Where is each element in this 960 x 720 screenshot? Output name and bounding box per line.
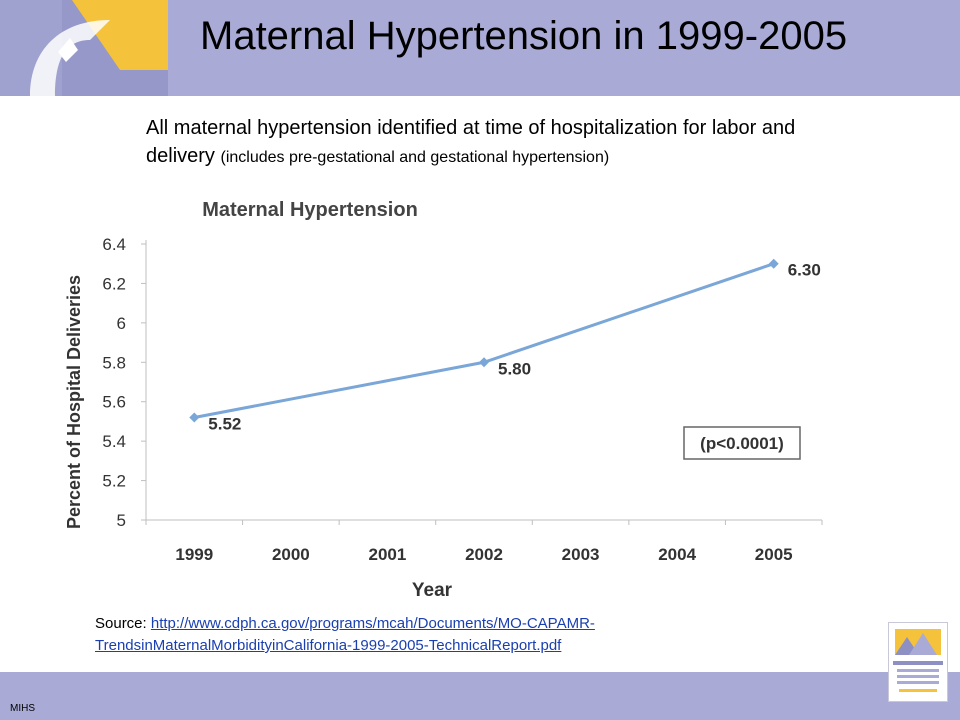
logo-block	[0, 0, 168, 96]
p-value-annotation: (p<0.0001)	[700, 434, 784, 453]
subtitle-main: All maternal hypertension identified at …	[146, 117, 796, 167]
slide-subtitle: All maternal hypertension identified at …	[146, 114, 866, 172]
y-tick-label: 6.2	[102, 274, 126, 293]
subtitle-small: (includes pre-gestational and gestationa…	[220, 149, 610, 166]
data-label: 6.30	[788, 261, 821, 280]
footer-band	[0, 672, 960, 720]
source-link-line2: TrendsinMaternalMorbidityinCalifornia-19…	[95, 637, 562, 654]
maricopa-logo-mark	[893, 629, 943, 692]
p-value-box	[683, 426, 801, 460]
footer-label: MIHS	[10, 703, 35, 714]
chart: Maternal Hypertension 5 5.2 5.4 5.6 5.8 6 6.2 6.…	[56, 190, 846, 601]
y-tick-label: 5.4	[102, 432, 126, 451]
x-tick-label: 2001	[369, 545, 407, 564]
data-point	[189, 412, 200, 423]
x-tick-label: 1999	[175, 545, 213, 564]
y-tick-label: 5.8	[102, 353, 126, 372]
x-tick-label: 2002	[465, 545, 503, 564]
data-point	[768, 258, 779, 269]
data-label: 5.80	[498, 359, 531, 378]
maricopa-logo	[888, 622, 948, 702]
data-label: 5.52	[208, 414, 241, 433]
x-tick-label: 2000	[272, 545, 310, 564]
data-point	[479, 357, 489, 368]
y-tick-label: 5.6	[102, 393, 126, 412]
y-tick-label: 6.4	[102, 235, 126, 254]
source-citation: Source: http://www.cdph.ca.gov/programs/…	[95, 613, 795, 657]
logo-shape	[30, 0, 168, 96]
x-tick-label: 2003	[562, 545, 600, 564]
y-tick-label: 5.2	[102, 472, 126, 491]
x-axis-title: Year	[412, 580, 453, 600]
slide-title: Maternal Hypertension in 1999-2005	[200, 14, 848, 58]
x-tick-label: 2005	[755, 545, 793, 564]
source-link-line1: http://www.cdph.ca.gov/programs/mcah/Doc…	[150, 615, 595, 632]
chart-title: Maternal Hypertension	[202, 199, 418, 221]
source-label: Source:	[95, 615, 151, 632]
y-axis-title: Percent of Hospital Deliveries	[64, 275, 84, 529]
y-tick-label: 5	[117, 511, 126, 530]
chart-svg: Maternal Hypertension 5 5.2 5.4 5.6 5.8 6 6.2 6.…	[64, 199, 823, 601]
x-tick-label: 2004	[658, 545, 696, 564]
y-tick-label: 6	[117, 314, 126, 333]
series-line	[194, 262, 775, 419]
source-link[interactable]: http://www.cdph.ca.gov/programs/mcah/Doc…	[95, 615, 595, 654]
